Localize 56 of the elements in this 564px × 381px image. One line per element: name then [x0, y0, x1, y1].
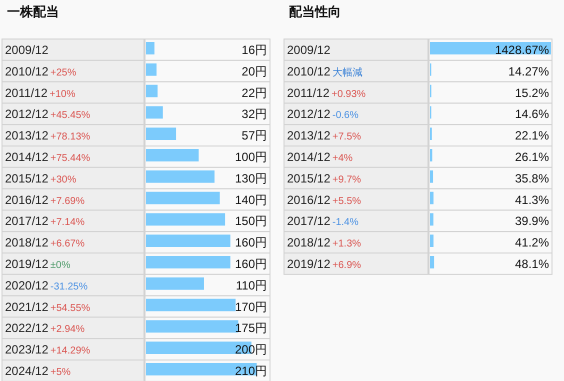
y-tick-label: 2011/12 +10% [5, 86, 76, 100]
data-label: 110円 [236, 278, 267, 292]
data-label: 14.6% [514, 107, 550, 122]
data-label: 130円 [234, 171, 267, 186]
data-label: 57円 [242, 128, 267, 143]
data-label: 160円 [234, 236, 267, 250]
data-label: 140円 [234, 192, 267, 207]
y-tick-label: 2016/12 +7.69% [5, 192, 85, 207]
data-label: 41.3% [514, 192, 550, 207]
data-label: 26.1% [514, 150, 550, 164]
data-label: 100円 [234, 150, 267, 164]
data-label: 1428.67% [494, 43, 550, 57]
data-label: 160円 [234, 257, 267, 271]
text: 配当性向 [289, 4, 341, 19]
data-label: 32円 [242, 107, 267, 122]
y-tick-label: 2009/12 [5, 43, 49, 57]
y-tick-label: 2011/12 +0.93% [287, 86, 366, 100]
y-tick-label: 2014/12 +4% [287, 150, 353, 164]
y-tick-label: 2016/12 +5.5% [287, 192, 362, 207]
y-tick-label: 2018/12 +1.3% [287, 236, 362, 250]
y-tick-label: 2021/12 +54.55% [5, 300, 90, 314]
y-tick-label: 2012/12 +45.45% [5, 107, 90, 122]
y-tick-label: 2024/12 +5% [5, 364, 71, 378]
y-tick-label: 2019/12 +6.9% [287, 257, 362, 271]
data-label: 41.2% [514, 236, 550, 250]
y-tick-label: 2022/12 +2.94% [5, 321, 85, 336]
data-label: 48.1% [514, 257, 550, 271]
y-tick-label: 2013/12 +7.5% [287, 128, 362, 143]
data-label: 14.27% [508, 64, 550, 78]
y-tick-label: 2015/12 +9.7% [287, 171, 362, 186]
data-label: 22.1% [514, 128, 550, 143]
y-tick-label: 2013/12 +78.13% [5, 128, 90, 143]
y-tick-label: 2020/12 -31.25% [5, 278, 88, 292]
data-label: 210円 [234, 364, 267, 378]
y-tick-label: 2009/12 [287, 43, 331, 57]
y-tick-label: 2017/12 -1.4% [287, 214, 359, 228]
data-label: 20円 [242, 64, 267, 78]
y-tick-label: 2018/12 +6.67% [5, 236, 85, 250]
y-tick-label: 2017/12 +7.14% [5, 214, 85, 228]
y-tick-label: 2023/12 +14.29% [5, 342, 90, 357]
y-tick-label: 2015/12 +30% [5, 171, 76, 186]
y-tick-label: 2010/12 大幅減 [287, 64, 362, 78]
text: 一株配当 [7, 4, 59, 19]
y-tick-label: 2019/12 ±0% [5, 257, 70, 271]
data-label: 22円 [242, 86, 267, 100]
data-label: 200円 [234, 342, 267, 357]
data-label: 170円 [234, 300, 267, 314]
data-label: 39.9% [514, 214, 550, 228]
y-tick-label: 2014/12 +75.44% [5, 150, 90, 164]
y-tick-label: 2012/12 -0.6% [287, 107, 359, 122]
data-label: 35.8% [514, 171, 550, 186]
data-label: 175円 [234, 321, 267, 336]
data-label: 15.2% [514, 86, 550, 100]
data-label: 16円 [242, 43, 267, 57]
y-tick-label: 2010/12 +25% [5, 64, 76, 78]
data-label: 150円 [234, 214, 267, 228]
